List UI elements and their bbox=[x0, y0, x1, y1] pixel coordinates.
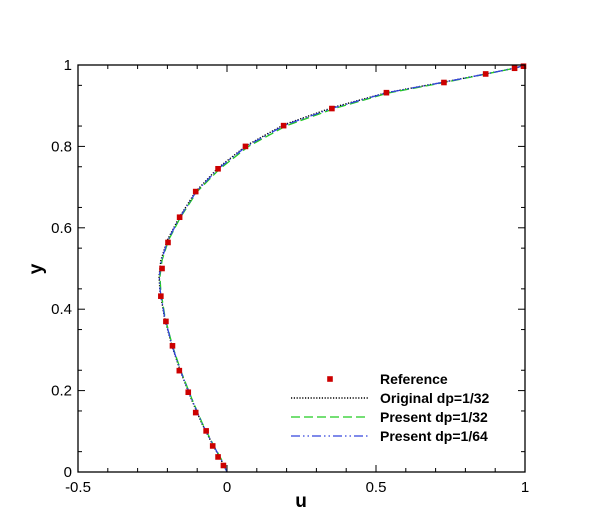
reference-marker bbox=[215, 165, 221, 172]
legend-label: Present dp=1/64 bbox=[380, 428, 488, 444]
reference-marker bbox=[383, 89, 390, 96]
reference-marker bbox=[209, 443, 216, 449]
reference-marker bbox=[482, 71, 489, 77]
ticks-layer: -0.5 0 0.5 100.20.40.60.81 bbox=[51, 57, 529, 496]
reference-marker bbox=[220, 462, 227, 469]
legend-label: Present dp=1/32 bbox=[380, 409, 488, 425]
legend-label: Original dp=1/32 bbox=[380, 390, 490, 406]
y-tick-label: 0.4 bbox=[51, 301, 72, 318]
reference-marker bbox=[192, 188, 199, 195]
legend: Reference Original dp=1/32 Present dp=1/32… bbox=[291, 371, 490, 444]
y-tick-label: 0.2 bbox=[51, 383, 72, 400]
reference-marker bbox=[185, 389, 192, 396]
plot-frame bbox=[77, 64, 526, 473]
series-line-2 bbox=[159, 64, 526, 473]
x-tick-label: 0 bbox=[223, 479, 231, 496]
reference-marker bbox=[203, 428, 209, 434]
reference-marker bbox=[165, 239, 171, 246]
y-tick-label: 1 bbox=[64, 57, 72, 74]
y-axis-title: y bbox=[26, 263, 47, 274]
legend-label: Reference bbox=[380, 371, 448, 387]
legend-marker bbox=[327, 376, 333, 382]
x-tick-label: 1 bbox=[521, 479, 529, 496]
reference-marker bbox=[280, 122, 287, 129]
y-tick-label: 0.6 bbox=[51, 220, 72, 237]
reference-marker bbox=[192, 409, 199, 416]
y-tick-label: 0 bbox=[64, 464, 72, 481]
reference-marker bbox=[159, 265, 165, 272]
reference-marker bbox=[169, 343, 176, 349]
reference-marker bbox=[520, 63, 527, 70]
reference-marker bbox=[176, 214, 183, 221]
reference-marker bbox=[176, 367, 183, 374]
reference-marker bbox=[441, 79, 447, 86]
reference-marker bbox=[511, 65, 518, 72]
x-tick-label: -0.5 bbox=[65, 479, 91, 496]
x-axis-title: u bbox=[295, 491, 307, 512]
reference-marker bbox=[215, 454, 221, 460]
reference-marker bbox=[242, 143, 249, 150]
y-tick-label: 0.8 bbox=[51, 138, 72, 155]
series-layer bbox=[158, 63, 527, 473]
x-tick-label: 0.5 bbox=[366, 479, 387, 496]
reference-marker bbox=[158, 293, 164, 299]
reference-marker bbox=[163, 318, 169, 325]
reference-marker bbox=[329, 105, 335, 112]
